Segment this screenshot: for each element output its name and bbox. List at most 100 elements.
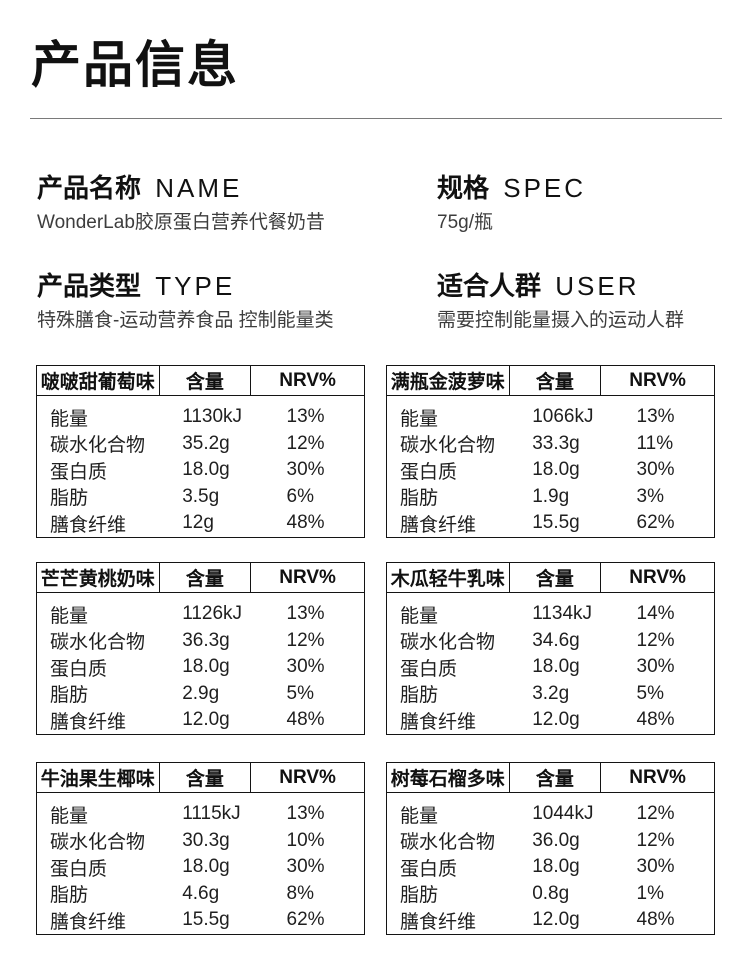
nrv-value: 13% [286,603,325,625]
amount-value: 18.0g [182,459,230,481]
nutrient-label: 碳水化合物 [50,832,146,854]
nrv-column-header: NRV% [279,766,336,788]
meta-spec: 规格 SPEC 75g/瓶 [437,172,750,235]
table-header-row: 芒芒黄桃奶味 含量 NRV% [37,563,364,593]
amount-value: 3.5g [182,485,220,507]
nutrient-label: 碳水化合物 [50,435,146,457]
nutrition-table: 芒芒黄桃奶味 含量 NRV% 能量 1126kJ 13% 碳水化合物 36.3g 12% 蛋… [36,562,365,735]
nutrient-label: 蛋白质 [50,658,108,680]
table-body: 能量 1134kJ 14% 碳水化合物 34.6g 12% 蛋白质 18.0g 30% 脂肪 3.2… [387,593,714,734]
nrv-value: 10% [286,829,325,851]
amount-value: 1130kJ [182,406,243,428]
page-title: 产品信息 [31,37,239,93]
amount-value: 1126kJ [182,603,243,625]
nutrient-label: 膳食纤维 [400,514,477,536]
nrv-value: 30% [636,856,675,878]
flavor-name: 芒芒黄桃奶味 [37,563,160,592]
amount-value: 36.3g [182,629,230,651]
amount-column-header: 含量 [510,563,602,592]
nutrient-label: 蛋白质 [400,658,458,680]
nutrient-row: 能量 1115kJ 13% [37,801,364,828]
table-header-row: 树莓石榴多味 含量 NRV% [387,763,714,793]
nutrient-row: 脂肪 2.9g 5% [37,681,364,708]
nutrient-row: 碳水化合物 35.2g 12% [37,431,364,458]
nutrient-label: 脂肪 [400,685,439,707]
nutrient-row: 蛋白质 18.0g 30% [387,654,714,681]
flavor-name: 满瓶金菠萝味 [387,366,510,395]
nutrient-row: 蛋白质 18.0g 30% [387,854,714,881]
nrv-value: 1% [636,882,664,904]
table-body: 能量 1115kJ 13% 碳水化合物 30.3g 10% 蛋白质 18.0g 30% 脂肪 4.6… [37,793,364,934]
nrv-column-header: NRV% [279,566,336,588]
nutrient-row: 能量 1126kJ 13% [37,601,364,628]
nutrient-label: 脂肪 [400,488,439,510]
nutrient-row: 膳食纤维 12g 48% [37,510,364,537]
amount-value: 30.3g [182,829,230,851]
nrv-column-header: NRV% [629,766,686,788]
nutrient-row: 蛋白质 18.0g 30% [37,854,364,881]
amount-value: 3.2g [532,682,570,704]
nutrient-row: 蛋白质 18.0g 30% [37,457,364,484]
nutrient-row: 能量 1130kJ 13% [37,404,364,431]
nrv-value: 62% [636,512,675,534]
nutrition-table: 啵啵甜葡萄味 含量 NRV% 能量 1130kJ 13% 碳水化合物 35.2g 12% 蛋… [36,365,365,538]
nrv-value: 8% [286,882,314,904]
nutrient-row: 碳水化合物 36.0g 12% [387,828,714,855]
table-body: 能量 1066kJ 13% 碳水化合物 33.3g 11% 蛋白质 18.0g 30% 脂肪 1.9… [387,396,714,537]
meta-value: 75g/瓶 [437,212,493,233]
amount-value: 1066kJ [532,406,594,428]
amount-value: 0.8g [532,882,570,904]
nrv-value: 30% [636,656,675,678]
nutrient-label: 脂肪 [50,685,89,707]
nutrient-label: 碳水化合物 [400,435,496,457]
amount-value: 4.6g [182,882,220,904]
nutrient-label: 能量 [400,605,439,627]
amount-value: 18.0g [182,856,230,878]
nrv-value: 48% [636,909,675,931]
amount-value: 2.9g [182,682,220,704]
amount-column-header: 含量 [160,563,252,592]
amount-value: 18.0g [532,459,580,481]
nutrition-table: 满瓶金菠萝味 含量 NRV% 能量 1066kJ 13% 碳水化合物 33.3g 11% 蛋… [386,365,715,538]
flavor-name: 木瓜轻牛乳味 [387,563,510,592]
amount-value: 18.0g [532,856,580,878]
table-header-row: 满瓶金菠萝味 含量 NRV% [387,366,714,396]
nutrient-row: 膳食纤维 15.5g 62% [37,907,364,934]
nutrient-row: 碳水化合物 33.3g 11% [387,431,714,458]
flavor-name: 啵啵甜葡萄味 [37,366,160,395]
amount-column-header: 含量 [510,763,602,792]
nutrient-label: 膳食纤维 [50,911,127,933]
table-header-row: 牛油果生椰味 含量 NRV% [37,763,364,793]
amount-value: 18.0g [182,656,230,678]
meta-value: 特殊膳食-运动营养食品 控制能量类 [37,310,334,331]
nutrient-label: 碳水化合物 [50,632,146,654]
nrv-value: 48% [286,709,325,731]
nrv-value: 12% [636,829,675,851]
nutrient-label: 蛋白质 [50,858,108,880]
nrv-column-header: NRV% [279,369,336,391]
meta-value: 需要控制能量摄入的运动人群 [437,310,685,331]
nutrient-label: 蛋白质 [400,461,458,483]
nutrient-label: 蛋白质 [50,461,108,483]
amount-column-header: 含量 [160,366,252,395]
table-header-row: 木瓜轻牛乳味 含量 NRV% [387,563,714,593]
amount-value: 1.9g [532,485,570,507]
nutrient-row: 脂肪 3.5g 6% [37,484,364,511]
meta-value: WonderLab胶原蛋白营养代餐奶昔 [37,212,325,233]
nutrient-label: 能量 [400,805,439,827]
flavor-name: 牛油果生椰味 [37,763,160,792]
nutrient-row: 蛋白质 18.0g 30% [37,654,364,681]
amount-value: 12.0g [532,909,580,931]
amount-value: 1115kJ [182,803,241,825]
amount-value: 12.0g [182,709,230,731]
nutrient-label: 脂肪 [400,885,439,907]
table-body: 能量 1126kJ 13% 碳水化合物 36.3g 12% 蛋白质 18.0g 30% 脂肪 2.9… [37,593,364,734]
nrv-value: 13% [286,406,325,428]
amount-value: 12.0g [532,709,580,731]
nrv-value: 62% [286,909,325,931]
amount-column-header: 含量 [510,366,602,395]
nutrient-row: 碳水化合物 34.6g 12% [387,628,714,655]
nutrient-row: 膳食纤维 15.5g 62% [387,510,714,537]
meta-heading-zh: 产品类型 [37,271,142,301]
